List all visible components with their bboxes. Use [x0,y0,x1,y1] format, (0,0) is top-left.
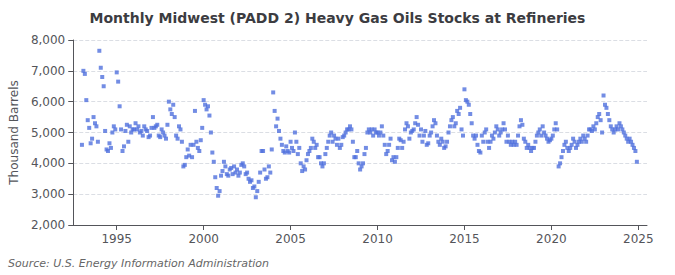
svg-text:2025: 2025 [623,232,654,246]
svg-text:1995: 1995 [101,232,132,246]
svg-text:Monthly Midwest (PADD 2) Heavy: Monthly Midwest (PADD 2) Heavy Gas Oils … [90,10,586,26]
svg-text:7,000: 7,000 [31,64,65,78]
svg-text:2020: 2020 [536,232,567,246]
svg-text:5,000: 5,000 [31,126,65,140]
svg-text:2,000: 2,000 [31,218,65,232]
svg-text:2015: 2015 [449,232,480,246]
svg-text:Source: U.S. Energy Informatio: Source: U.S. Energy Information Administ… [8,257,269,270]
svg-text:2000: 2000 [188,232,219,246]
svg-text:3,000: 3,000 [31,187,65,201]
svg-text:Thousand Barrels: Thousand Barrels [7,80,21,185]
svg-text:2010: 2010 [362,232,393,246]
svg-text:4,000: 4,000 [31,156,65,170]
svg-text:6,000: 6,000 [31,95,65,109]
svg-text:8,000: 8,000 [31,33,65,47]
svg-text:2005: 2005 [275,232,306,246]
